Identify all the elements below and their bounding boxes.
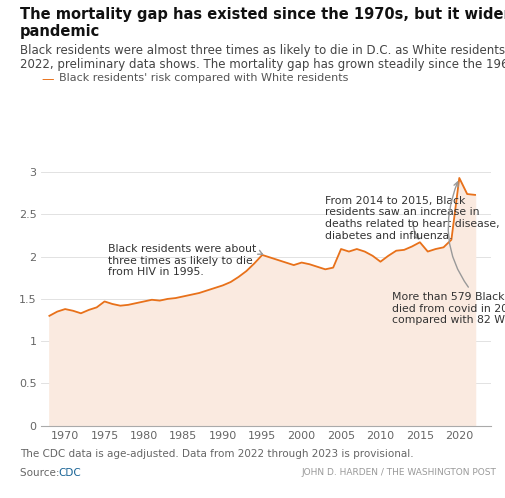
Text: pandemic: pandemic: [20, 24, 100, 39]
Text: From 2014 to 2015, Black
residents saw an increase in
deaths related to heart di: From 2014 to 2015, Black residents saw a…: [325, 196, 499, 241]
Text: More than 579 Black residents
died from covid in 2020. That's
compared with 82 W: More than 579 Black residents died from …: [391, 182, 505, 325]
Text: The CDC data is age-adjusted. Data from 2022 through 2023 is provisional.: The CDC data is age-adjusted. Data from …: [20, 449, 413, 459]
Text: Source:: Source:: [20, 468, 63, 478]
Text: CDC: CDC: [58, 468, 81, 478]
Text: —: —: [41, 73, 54, 86]
Text: JOHN D. HARDEN / THE WASHINGTON POST: JOHN D. HARDEN / THE WASHINGTON POST: [300, 468, 495, 477]
Text: Black residents were almost three times as likely to die in D.C. as White reside: Black residents were almost three times …: [20, 44, 505, 57]
Text: Black residents' risk compared with White residents: Black residents' risk compared with Whit…: [59, 73, 348, 83]
Text: Black residents were about
three times as likely to die
from HIV in 1995.: Black residents were about three times a…: [108, 244, 262, 277]
Text: 2022, preliminary data shows. The mortality gap has grown steadily since the 196: 2022, preliminary data shows. The mortal…: [20, 58, 505, 71]
Text: The mortality gap has existed since the 1970s, but it widened during the: The mortality gap has existed since the …: [20, 7, 505, 22]
